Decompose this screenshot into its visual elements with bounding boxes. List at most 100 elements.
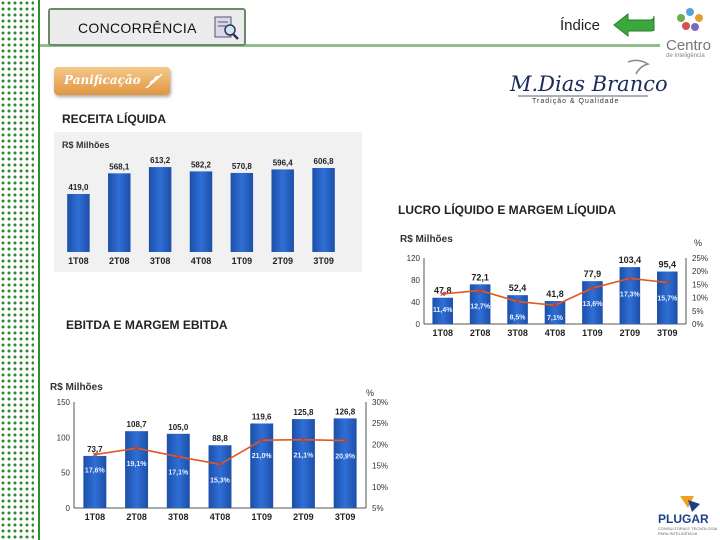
y-tick-label: 40: [411, 298, 420, 307]
y-tick-label: 80: [411, 276, 420, 285]
bar: [291, 419, 315, 508]
back-arrow-icon[interactable]: [612, 11, 656, 39]
category-tick-label: 1T08: [85, 512, 106, 522]
margin-point: ×: [627, 273, 632, 283]
category-tick-label: 2T09: [293, 512, 314, 522]
y2-tick-label: 20%: [692, 267, 708, 276]
receita-ylabel: R$ Milhões: [62, 140, 110, 150]
decorative-dot-pattern: [0, 0, 34, 540]
bar: [108, 173, 131, 252]
margin-point: ×: [590, 283, 595, 293]
category-tick-label: 2T08: [470, 328, 491, 338]
margin-data-label: 17,1%: [168, 470, 189, 477]
y-tick-label: 120: [407, 254, 421, 263]
wheat-icon: [145, 73, 163, 89]
margin-data-label: 21,1%: [293, 453, 314, 460]
bar: [582, 281, 603, 324]
margin-point: ×: [259, 435, 264, 445]
bar: [432, 297, 454, 324]
y2-tick-label: 20%: [372, 440, 388, 449]
plugar-logo-text: PLUGAR: [658, 512, 709, 526]
y2-tick-label: 10%: [372, 483, 388, 492]
margin-point: ×: [478, 285, 483, 295]
category-tick-label: 2T09: [272, 256, 293, 266]
left-divider: [38, 0, 40, 540]
bar-value-label: 88,8: [212, 434, 228, 443]
bar-value-label: 95,4: [659, 260, 677, 270]
bar-value-label: 41,8: [546, 289, 564, 299]
margin-data-label: 15,3%: [210, 477, 231, 484]
margin-point: ×: [176, 452, 181, 462]
category-tick-label: 4T08: [210, 512, 231, 522]
bar: [189, 171, 213, 252]
margin-point: ×: [92, 450, 97, 460]
margin-point: ×: [440, 289, 445, 299]
bar: [230, 172, 254, 252]
y-tick-label: 0: [66, 504, 71, 513]
bar-value-label: 126,8: [335, 407, 356, 416]
y2-tick-label: 25%: [372, 419, 388, 428]
category-tick-label: 3T09: [335, 512, 356, 522]
bar-value-label: 606,8: [314, 157, 335, 166]
margin-data-label: 7,1%: [547, 315, 564, 322]
y-tick-label: 0: [416, 320, 421, 329]
margin-data-label: 20,9%: [335, 454, 356, 461]
y-tick-label: 50: [61, 469, 70, 478]
bar-value-label: 613,2: [150, 156, 171, 165]
margin-point: ×: [217, 459, 222, 469]
category-tick-label: 1T08: [432, 328, 453, 338]
margin-point: ×: [552, 300, 557, 310]
category-tick-label: 1T09: [582, 328, 603, 338]
margin-data-label: 13,6%: [582, 301, 603, 308]
margin-data-label: 8,5%: [510, 315, 527, 322]
category-tick-label: 1T09: [251, 512, 272, 522]
category-tick-label: 4T08: [545, 328, 566, 338]
margin-point: ×: [665, 278, 670, 288]
header-divider: [40, 44, 660, 47]
mdias-branco-logo: [518, 59, 650, 97]
category-tick-label: 2T08: [126, 512, 147, 522]
margin-point: ×: [515, 297, 520, 307]
ebitda-ylabel: R$ Milhões: [50, 382, 103, 393]
mdias-branco-name: M.Dias Branco: [510, 72, 668, 96]
receita-title: RECEITA LÍQUIDA: [62, 112, 166, 126]
ebitda-title: EBITDA E MARGEM EBITDA: [66, 318, 228, 332]
centro-logo-subtext: de Inteligência: [666, 53, 705, 59]
bar-value-label: 125,8: [293, 408, 314, 417]
bar-value-label: 73,7: [87, 445, 103, 454]
category-tick-label: 4T08: [191, 256, 212, 266]
bar-value-label: 419,0: [68, 183, 89, 192]
y2-tick-label: 25%: [692, 254, 708, 263]
mdias-branco-tagline: Tradição & Qualidade: [532, 98, 620, 105]
y2-tick-label: 30%: [372, 398, 388, 407]
category-tick-label: 3T08: [150, 256, 171, 266]
receita-liquida-chart: R$ Milhões 419,0 1T08 568,1 2T08 613,2 3T08 58…: [54, 132, 362, 272]
centro-inteligencia-logo: [677, 8, 703, 31]
bar: [469, 284, 491, 324]
category-tick-label: 2T08: [109, 256, 130, 266]
bar-value-label: 72,1: [471, 272, 489, 282]
plugar-logo: [680, 496, 700, 512]
bar-value-label: 568,1: [109, 162, 130, 171]
bar: [67, 193, 90, 252]
margin-data-label: 19,1%: [127, 461, 148, 468]
bar-value-label: 570,8: [232, 162, 253, 171]
bar: [125, 431, 149, 508]
ebitda-y2label: %: [366, 388, 374, 398]
margin-data-label: 15,7%: [657, 296, 678, 303]
bar: [544, 301, 566, 324]
bar-value-label: 108,7: [127, 420, 148, 429]
margin-line: [94, 438, 346, 466]
tab-concorrencia-label: CONCORRÊNCIA: [78, 20, 197, 36]
margin-data-label: 17,6%: [85, 468, 106, 475]
y2-tick-label: 15%: [692, 280, 708, 289]
bar: [333, 418, 357, 508]
bar: [656, 271, 678, 324]
tab-concorrencia[interactable]: CONCORRÊNCIA: [48, 8, 246, 46]
bar-value-label: 77,9: [584, 269, 602, 279]
margin-line: [442, 277, 668, 307]
indice-link[interactable]: Índice: [560, 17, 601, 34]
bar: [271, 169, 294, 252]
bar-value-label: 105,0: [168, 423, 189, 432]
centro-logo-text: Centro: [666, 37, 712, 54]
